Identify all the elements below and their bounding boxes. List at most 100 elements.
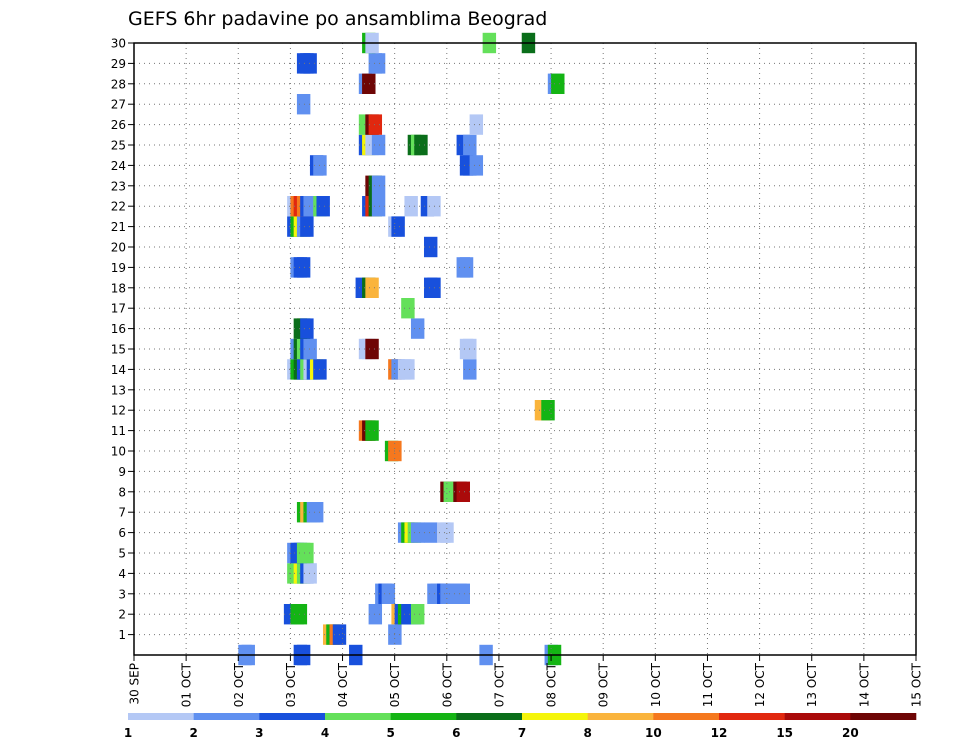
heatmap-cell [410, 318, 425, 339]
y-tick-label: 3 [118, 587, 126, 601]
y-tick-label: 5 [118, 547, 126, 561]
heatmap-cell [303, 53, 317, 74]
heatmap-cell [459, 257, 474, 278]
y-tick-label: 1 [118, 628, 126, 642]
heatmap-cell [300, 216, 314, 237]
heatmap-cell [414, 134, 428, 156]
legend-label: 3 [255, 726, 263, 740]
legend-label: 2 [189, 726, 197, 740]
legend-swatch [784, 713, 851, 720]
x-tick-label: 07 OCT [492, 662, 506, 707]
x-tick-label: 04 OCT [336, 662, 350, 707]
legend-swatch [325, 713, 391, 720]
y-tick-label: 15 [111, 343, 126, 357]
legend-swatch [653, 713, 720, 720]
x-tick-label: 30 SEP [128, 663, 142, 705]
y-tick-label: 23 [111, 179, 126, 193]
heatmap-cell [300, 318, 314, 339]
x-tick-label: 14 OCT [857, 662, 871, 707]
heatmap-cell [456, 583, 470, 604]
heatmap-cell [404, 196, 418, 217]
x-tick-label: 03 OCT [284, 662, 298, 707]
heatmap-cell [541, 400, 555, 421]
heatmap-cell [469, 114, 484, 135]
heatmap-cell [423, 522, 438, 543]
heatmap-cells [238, 32, 565, 666]
y-tick-label: 25 [111, 139, 126, 153]
legend-label: 4 [321, 726, 329, 740]
x-axis-ticks: 30 SEP 01 OCT 02 OCT 03 OCT 04 OCT 05 OCT 06 O… [128, 655, 924, 707]
y-tick-label: 27 [111, 98, 126, 112]
heatmap-cell [440, 522, 454, 543]
y-tick-label: 28 [111, 77, 126, 91]
y-tick-label: 13 [111, 383, 126, 397]
y-tick-label: 24 [111, 159, 126, 173]
legend-swatch [850, 713, 917, 720]
y-tick-label: 22 [111, 200, 126, 214]
legend-label: 15 [776, 726, 793, 740]
heatmap-cell [410, 522, 425, 543]
y-tick-label: 12 [111, 404, 126, 418]
legend-swatch [390, 713, 457, 720]
y-tick-label: 17 [111, 302, 126, 316]
legend-label: 6 [452, 726, 460, 740]
heatmap-cell [303, 338, 317, 360]
heatmap-cell [401, 359, 415, 380]
heatmap-cell [362, 73, 376, 94]
x-tick-label: 06 OCT [440, 662, 454, 707]
heatmap-cell [296, 257, 311, 278]
y-tick-label: 11 [111, 424, 126, 438]
legend-swatch [522, 713, 588, 720]
heatmap-cell [371, 175, 386, 196]
heatmap-cell [371, 196, 386, 217]
heatmap-cell [368, 114, 383, 135]
x-tick-label: 15 OCT [910, 662, 924, 707]
y-tick-label: 18 [111, 281, 126, 295]
legend-swatch [128, 713, 194, 720]
color-legend: 1 2 3 4 5 6 7 8 10 12 15 20 [124, 713, 917, 740]
legend-label: 1 [124, 726, 132, 740]
x-tick-label: 13 OCT [805, 662, 819, 707]
x-tick-label: 08 OCT [545, 662, 559, 707]
legend-swatch [587, 713, 654, 720]
heatmap-cell [309, 502, 324, 523]
y-tick-label: 14 [111, 363, 126, 377]
y-tick-label: 8 [118, 485, 126, 499]
legend-label: 10 [645, 726, 662, 740]
x-tick-label: 10 OCT [649, 662, 663, 707]
heatmap-cell [381, 583, 396, 604]
heatmap-cell [391, 216, 405, 237]
heatmap-cell [365, 277, 379, 298]
legend-label: 7 [518, 726, 526, 740]
y-tick-label: 29 [111, 57, 126, 71]
legend-swatch [456, 713, 523, 720]
heatmap-cell [410, 604, 425, 625]
y-tick-label: 30 [111, 37, 126, 51]
gridlines [134, 43, 916, 655]
y-tick-label: 16 [111, 322, 126, 336]
y-tick-label: 21 [111, 220, 126, 234]
x-tick-label: 12 OCT [753, 662, 767, 707]
x-tick-label: 09 OCT [597, 662, 611, 707]
y-tick-label: 26 [111, 118, 126, 132]
chart-title: GEFS 6hr padavine po ansamblima Beograd [128, 8, 547, 30]
heatmap-cell [427, 196, 441, 217]
heatmap-cell [551, 73, 565, 94]
x-tick-label: 01 OCT [180, 662, 194, 707]
heatmap-cell [300, 542, 314, 564]
y-tick-label: 7 [118, 506, 126, 520]
heatmap-cell [427, 277, 441, 298]
x-tick-label: 05 OCT [388, 662, 402, 707]
heatmap-cell [303, 563, 317, 584]
heatmap-cell [423, 236, 438, 258]
legend-swatch [259, 713, 326, 720]
heatmap-cell [401, 298, 415, 319]
heatmap-cell [296, 94, 311, 115]
heatmap-cell [469, 155, 484, 176]
legend-label: 12 [711, 726, 728, 740]
heatmap-cell [368, 604, 383, 625]
legend-swatch [719, 713, 785, 720]
legend-swatch [193, 713, 260, 720]
x-tick-label: 02 OCT [232, 662, 246, 707]
